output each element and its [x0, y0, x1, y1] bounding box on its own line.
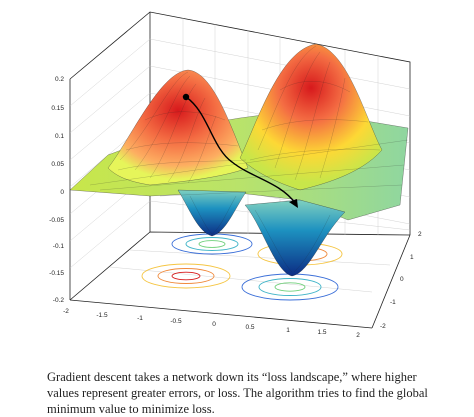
y-tick-label: -1 [390, 299, 396, 306]
z-tick-label: -0.05 [49, 217, 64, 224]
descent-start-point [182, 93, 190, 101]
z-tick-label: 0.2 [55, 76, 64, 83]
y-tick-label: 0 [400, 276, 404, 283]
x-tick-label: 0 [212, 321, 216, 328]
surface-peak-right [239, 43, 383, 191]
loss-landscape-figure: 0.2 0.15 0.1 0.05 0 -0.05 -0.1 -0.15 -0.… [49, 11, 422, 339]
z-tick-label: -0.1 [53, 243, 65, 250]
y-tick-label: 1 [410, 254, 414, 261]
x-axis-ticks: -2 -1.5 -1 -0.5 0 0.5 1 1.5 2 [63, 308, 360, 339]
z-tick-label: -0.2 [53, 297, 65, 304]
z-tick-label: 0.1 [55, 133, 64, 140]
x-tick-label: 2 [356, 332, 360, 339]
y-tick-label: -2 [380, 323, 386, 330]
surface-valley-left [177, 189, 247, 237]
surface-valley-right [244, 199, 346, 277]
x-tick-label: -1.5 [96, 312, 108, 319]
figure-caption: Gradient descent takes a network down it… [47, 369, 428, 416]
x-tick-label: -0.5 [170, 318, 182, 325]
y-tick-label: 2 [418, 231, 422, 238]
x-tick-label: 1 [286, 327, 290, 334]
x-tick-label: 1.5 [317, 329, 326, 336]
descent-path-line [185, 96, 297, 205]
z-tick-label: 0 [60, 189, 64, 196]
x-tick-label: 0.5 [245, 324, 254, 331]
descent-arrowhead [289, 199, 298, 208]
y-axis-ticks: 2 1 0 -1 -2 [380, 231, 422, 330]
z-axis-ticks: 0.2 0.15 0.1 0.05 0 -0.05 -0.1 -0.15 -0.… [49, 76, 64, 304]
descent-path [182, 93, 298, 208]
z-tick-label: -0.15 [49, 270, 64, 277]
surface-peak-left [107, 69, 249, 186]
x-tick-label: -2 [63, 308, 69, 315]
z-tick-label: 0.05 [51, 161, 64, 168]
z-tick-label: 0.15 [51, 105, 64, 112]
loss-surface [69, 43, 409, 277]
x-tick-label: -1 [137, 315, 143, 322]
